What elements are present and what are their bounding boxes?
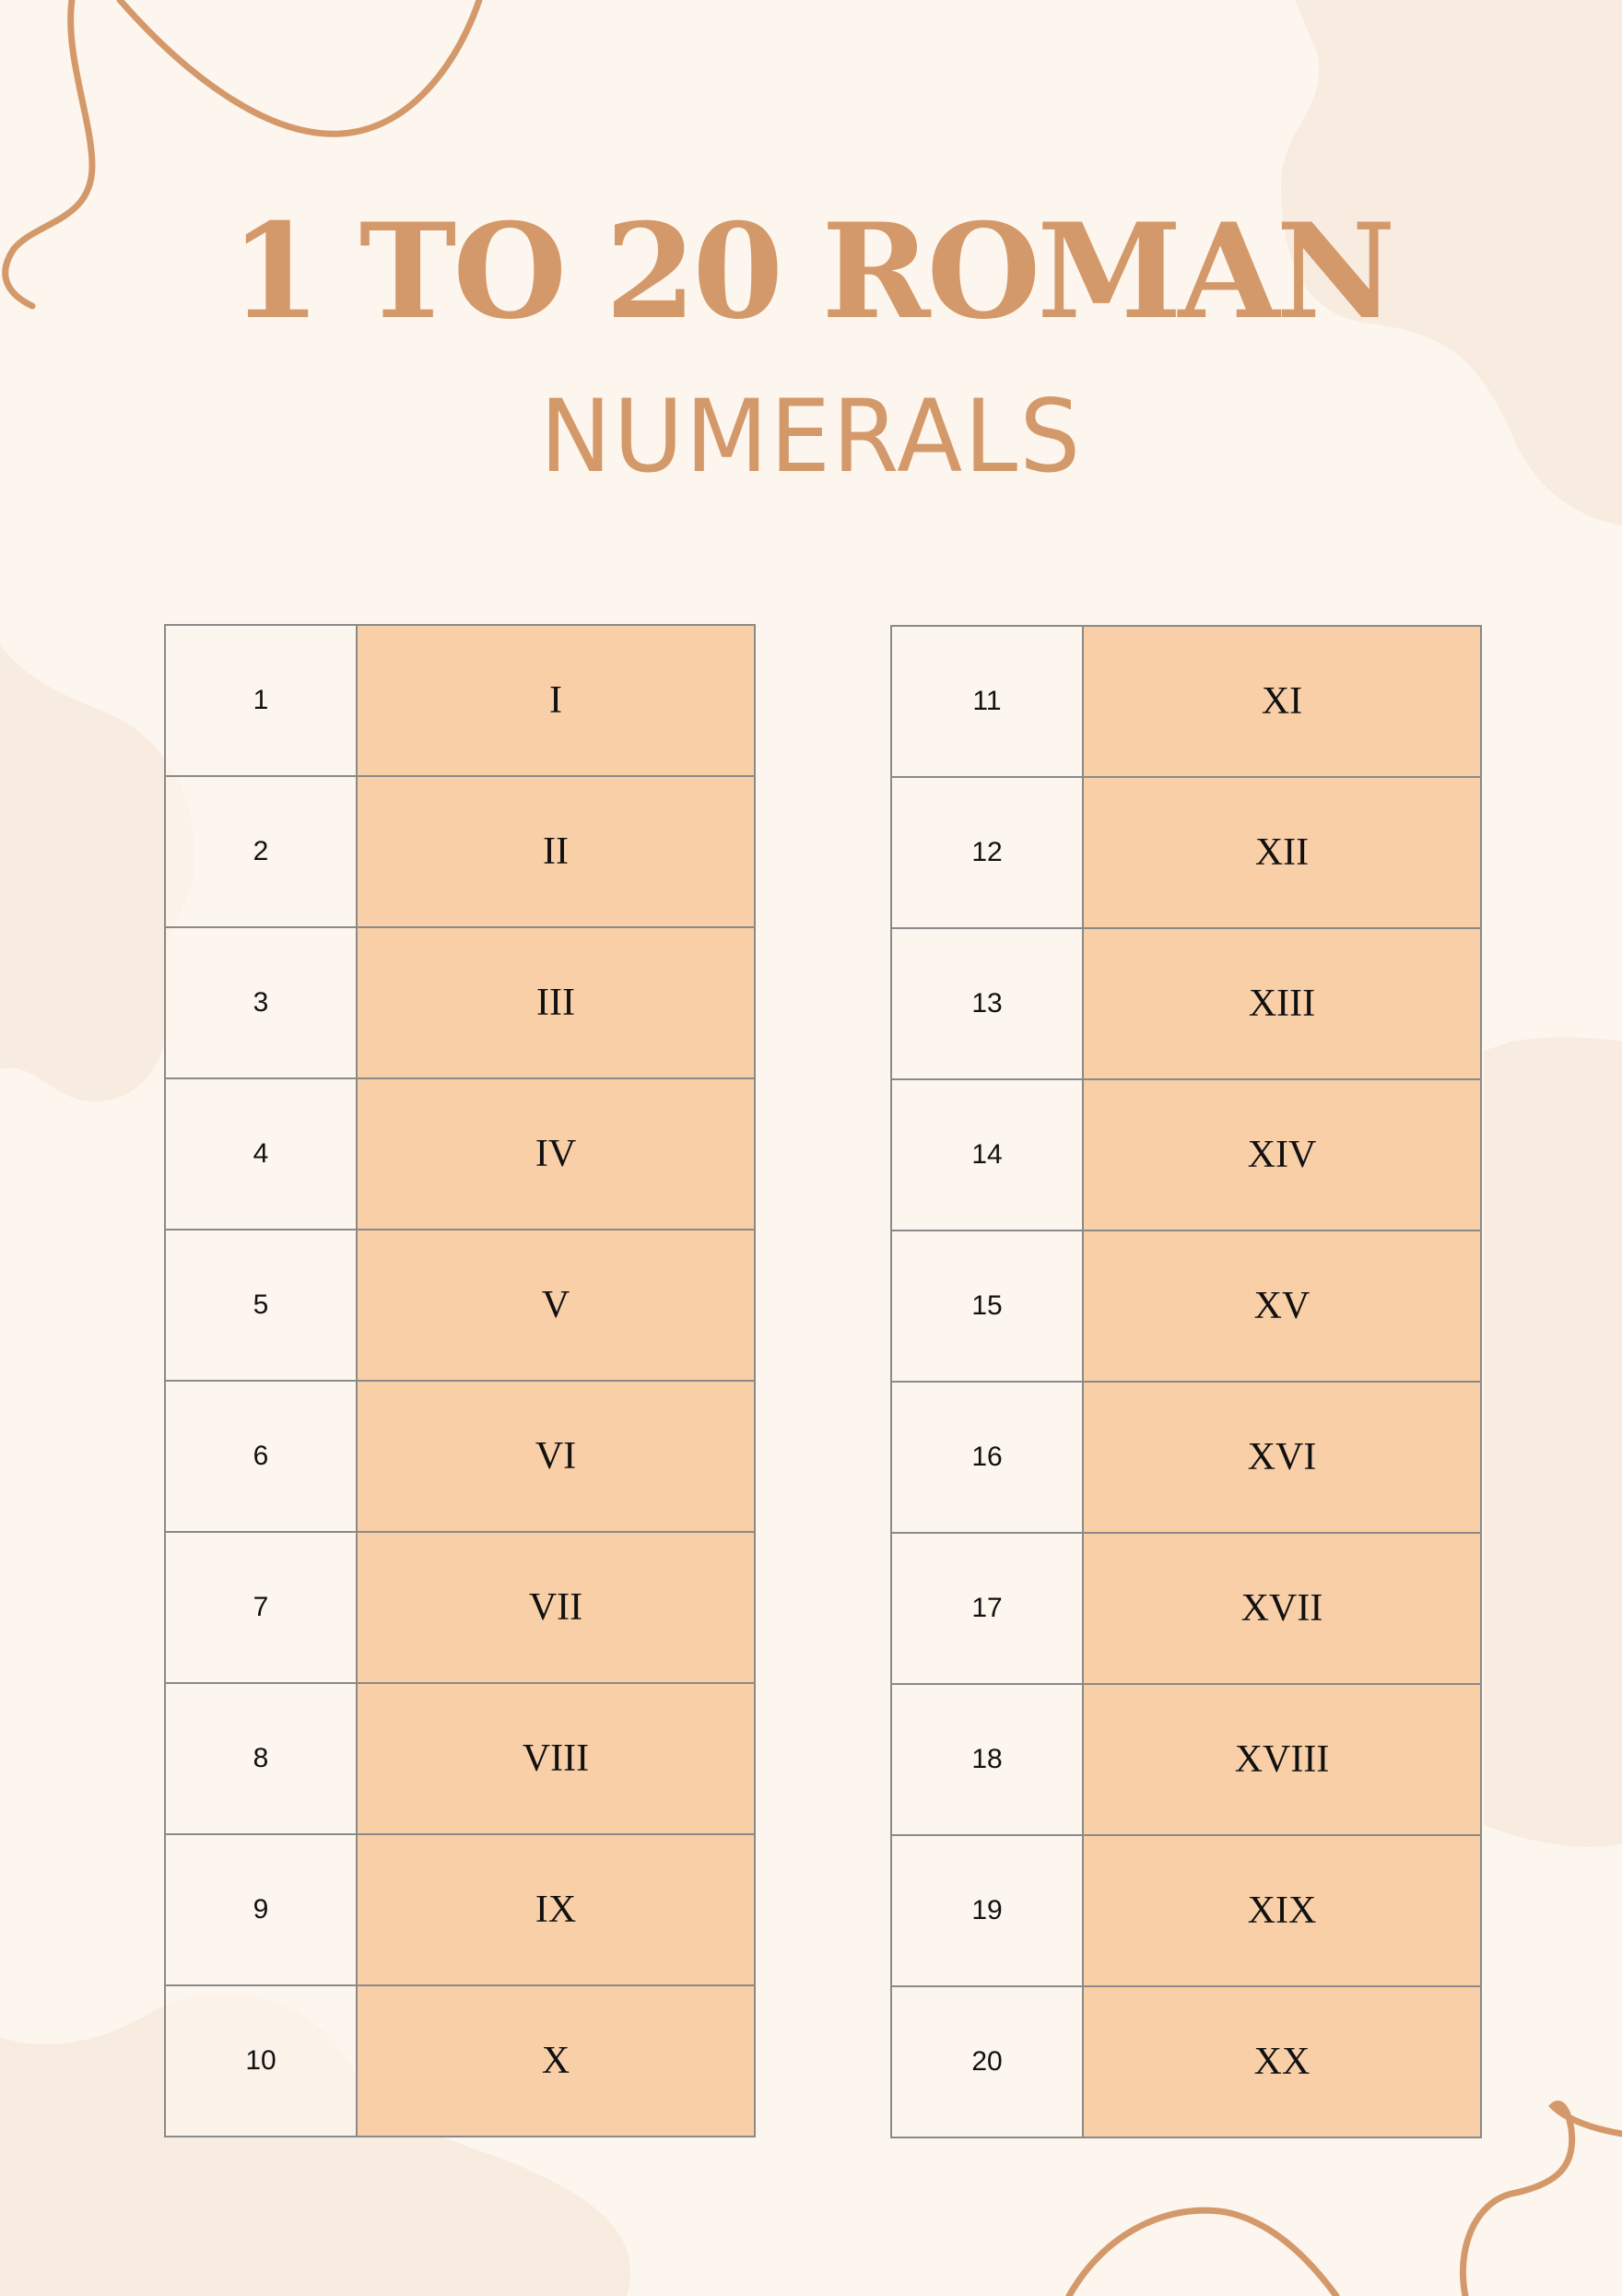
arabic-number-cell: 16 <box>890 1381 1084 1534</box>
arabic-number-cell: 19 <box>890 1834 1084 1987</box>
roman-numeral-cell: IX <box>356 1833 756 1986</box>
arabic-number-cell: 12 <box>890 776 1084 929</box>
arabic-number-cell: 11 <box>890 625 1084 778</box>
page-title: 1 TO 20 ROMAN <box>229 195 1396 348</box>
arabic-number-cell: 17 <box>890 1532 1084 1685</box>
page-subtitle: NUMERALS <box>539 376 1083 496</box>
table-row: 19 XIX <box>890 1834 1482 1987</box>
table-row: 17 XVII <box>890 1532 1482 1685</box>
roman-numeral-cell: XI <box>1082 625 1482 778</box>
roman-numeral-cell: IV <box>356 1077 756 1230</box>
roman-numeral-cell: XVI <box>1082 1381 1482 1534</box>
roman-numeral-cell: XV <box>1082 1230 1482 1383</box>
table-row: 13 XIII <box>890 927 1482 1080</box>
roman-numeral-cell: X <box>356 1984 756 2137</box>
roman-numeral-cell: III <box>356 926 756 1079</box>
table-row: 11 XI <box>890 625 1482 778</box>
arabic-number-cell: 2 <box>164 775 358 928</box>
roman-numeral-cell: XIV <box>1082 1078 1482 1231</box>
table-row: 14 XIV <box>890 1078 1482 1231</box>
arabic-number-cell: 10 <box>164 1984 358 2137</box>
roman-numeral-cell: XII <box>1082 776 1482 929</box>
roman-numeral-cell: I <box>356 624 756 777</box>
arabic-number-cell: 18 <box>890 1683 1084 1836</box>
table-row: 16 XVI <box>890 1381 1482 1534</box>
arabic-number-cell: 5 <box>164 1229 358 1382</box>
arabic-number-cell: 20 <box>890 1985 1084 2138</box>
table-row: 15 XV <box>890 1230 1482 1383</box>
arabic-number-cell: 4 <box>164 1077 358 1230</box>
roman-table-1-to-10: 1 I 2 II 3 III 4 IV 5 V 6 VI 7 VII 8 VIII 9 IX 10 X <box>164 624 756 2137</box>
roman-table-11-to-20: 11 XI 12 XII 13 XIII 14 XIV 15 XV 16 XVI 17 XVII 18 XVI… <box>890 625 1482 2138</box>
roman-numeral-cell: XVII <box>1082 1532 1482 1685</box>
roman-numeral-cell: V <box>356 1229 756 1382</box>
arabic-number-cell: 13 <box>890 927 1084 1080</box>
table-row: 18 XVIII <box>890 1683 1482 1836</box>
roman-numeral-cell: II <box>356 775 756 928</box>
arabic-number-cell: 15 <box>890 1230 1084 1383</box>
roman-numeral-cell: XIII <box>1082 927 1482 1080</box>
roman-numeral-cell: XX <box>1082 1985 1482 2138</box>
roman-numeral-cell: VII <box>356 1531 756 1684</box>
arabic-number-cell: 6 <box>164 1380 358 1533</box>
table-row: 10 X <box>164 1984 756 2137</box>
table-row: 3 III <box>164 926 756 1079</box>
arabic-number-cell: 1 <box>164 624 358 777</box>
arabic-number-cell: 3 <box>164 926 358 1079</box>
table-row: 4 IV <box>164 1077 756 1230</box>
table-row: 8 VIII <box>164 1682 756 1835</box>
roman-numeral-cell: XVIII <box>1082 1683 1482 1836</box>
table-row: 2 II <box>164 775 756 928</box>
table-row: 6 VI <box>164 1380 756 1533</box>
roman-numeral-cell: VIII <box>356 1682 756 1835</box>
arabic-number-cell: 7 <box>164 1531 358 1684</box>
table-row: 9 IX <box>164 1833 756 1986</box>
arabic-number-cell: 8 <box>164 1682 358 1835</box>
arabic-number-cell: 14 <box>890 1078 1084 1231</box>
roman-numeral-cell: XIX <box>1082 1834 1482 1987</box>
table-row: 7 VII <box>164 1531 756 1684</box>
roman-numeral-cell: VI <box>356 1380 756 1533</box>
arabic-number-cell: 9 <box>164 1833 358 1986</box>
table-row: 12 XII <box>890 776 1482 929</box>
table-row: 20 XX <box>890 1985 1482 2138</box>
